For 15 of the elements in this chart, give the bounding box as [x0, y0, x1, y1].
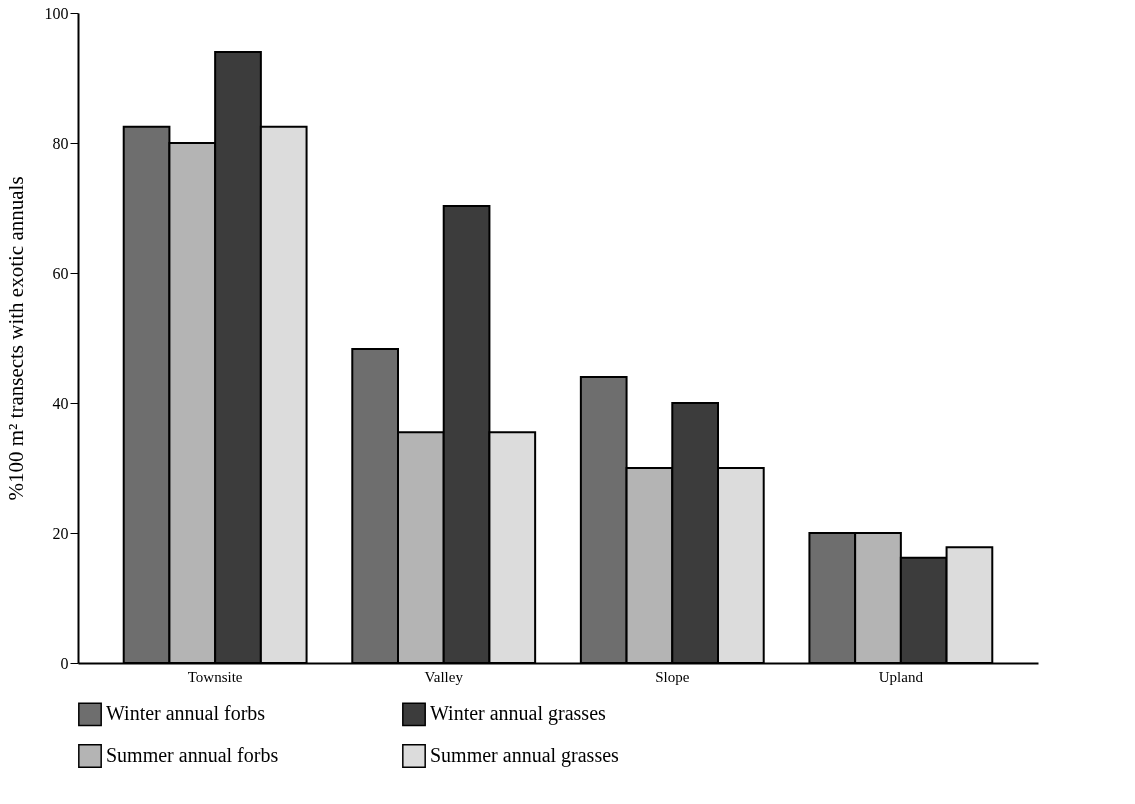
- y-tick-label: 60: [52, 264, 69, 282]
- legend-label: Winter annual forbs: [106, 702, 266, 725]
- x-tick-label: Slope: [655, 668, 690, 685]
- y-tick-label: 20: [52, 524, 69, 542]
- x-tick-label: Valley: [424, 668, 464, 685]
- x-tick-label: Townsite: [187, 668, 243, 685]
- legend-label: Winter annual grasses: [430, 702, 607, 726]
- y-tick-label: 100: [44, 4, 69, 22]
- y-tick-label: 0: [60, 654, 69, 672]
- legend-label: Summer annual forbs: [106, 744, 279, 766]
- y-tick-label: 80: [52, 134, 69, 152]
- y-tick-label: 40: [52, 394, 69, 412]
- legend-label: Summer annual grasses: [430, 744, 620, 767]
- y-axis-title: %100 m² transects with exotic annuals: [3, 176, 28, 501]
- x-tick-label: Upland: [878, 668, 924, 685]
